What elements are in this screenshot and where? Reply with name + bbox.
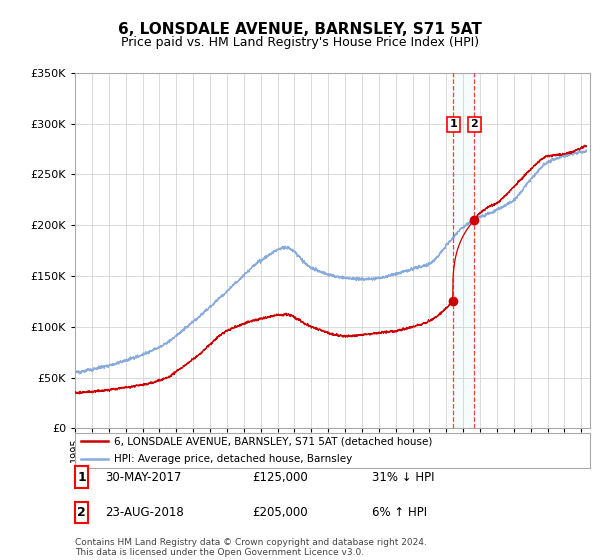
Text: Contains HM Land Registry data © Crown copyright and database right 2024.
This d: Contains HM Land Registry data © Crown c… bbox=[75, 538, 427, 557]
Text: £125,000: £125,000 bbox=[252, 470, 308, 484]
Text: 30-MAY-2017: 30-MAY-2017 bbox=[105, 470, 181, 484]
Text: 1: 1 bbox=[77, 470, 86, 484]
Text: 2: 2 bbox=[77, 506, 86, 519]
Text: HPI: Average price, detached house, Barnsley: HPI: Average price, detached house, Barn… bbox=[113, 454, 352, 464]
Text: £205,000: £205,000 bbox=[252, 506, 308, 519]
Text: 2: 2 bbox=[470, 119, 478, 129]
Text: 23-AUG-2018: 23-AUG-2018 bbox=[105, 506, 184, 519]
Text: 1: 1 bbox=[449, 119, 457, 129]
Text: 6, LONSDALE AVENUE, BARNSLEY, S71 5AT (detached house): 6, LONSDALE AVENUE, BARNSLEY, S71 5AT (d… bbox=[113, 436, 432, 446]
Text: 31% ↓ HPI: 31% ↓ HPI bbox=[372, 470, 434, 484]
Text: Price paid vs. HM Land Registry's House Price Index (HPI): Price paid vs. HM Land Registry's House … bbox=[121, 36, 479, 49]
Bar bbox=[454, 73, 474, 428]
Text: 6, LONSDALE AVENUE, BARNSLEY, S71 5AT: 6, LONSDALE AVENUE, BARNSLEY, S71 5AT bbox=[118, 22, 482, 38]
Text: 6% ↑ HPI: 6% ↑ HPI bbox=[372, 506, 427, 519]
